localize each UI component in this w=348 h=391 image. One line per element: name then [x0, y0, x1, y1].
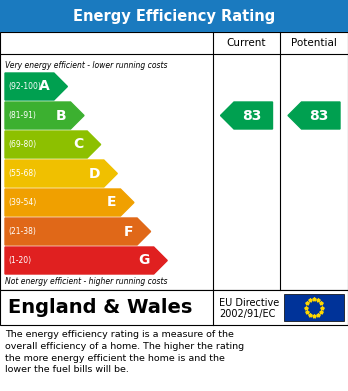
Text: (1-20): (1-20) — [8, 256, 31, 265]
Polygon shape — [5, 102, 84, 129]
Text: G: G — [139, 253, 150, 267]
Text: The energy efficiency rating is a measure of the
overall efficiency of a home. T: The energy efficiency rating is a measur… — [5, 330, 244, 375]
Bar — [0, 290, 348, 325]
Text: 83: 83 — [309, 108, 329, 122]
Polygon shape — [5, 131, 101, 158]
Text: England & Wales: England & Wales — [8, 298, 192, 317]
Text: EU Directive: EU Directive — [219, 298, 279, 307]
Text: Potential: Potential — [291, 38, 337, 48]
Polygon shape — [5, 247, 167, 274]
Text: A: A — [39, 79, 50, 93]
Polygon shape — [5, 73, 68, 100]
Bar — [0, 0, 348, 32]
Text: 2002/91/EC: 2002/91/EC — [219, 308, 275, 319]
Text: C: C — [73, 138, 83, 151]
Text: (92-100): (92-100) — [8, 82, 41, 91]
Text: D: D — [88, 167, 100, 181]
Text: Not energy efficient - higher running costs: Not energy efficient - higher running co… — [5, 278, 167, 287]
Text: (69-80): (69-80) — [8, 140, 36, 149]
Polygon shape — [221, 102, 272, 129]
Text: Energy Efficiency Rating: Energy Efficiency Rating — [73, 9, 275, 23]
Text: E: E — [107, 196, 117, 210]
Text: (21-38): (21-38) — [8, 227, 36, 236]
Polygon shape — [5, 160, 117, 187]
Text: Current: Current — [227, 38, 266, 48]
Text: (39-54): (39-54) — [8, 198, 36, 207]
Polygon shape — [5, 218, 151, 245]
Text: (81-91): (81-91) — [8, 111, 36, 120]
Bar — [0, 32, 348, 290]
Text: B: B — [56, 108, 66, 122]
Text: F: F — [124, 224, 133, 239]
Text: Very energy efficient - lower running costs: Very energy efficient - lower running co… — [5, 61, 167, 70]
Text: (55-68): (55-68) — [8, 169, 36, 178]
Polygon shape — [5, 189, 134, 216]
Text: 83: 83 — [242, 108, 261, 122]
Polygon shape — [288, 102, 340, 129]
Bar — [284, 294, 344, 321]
